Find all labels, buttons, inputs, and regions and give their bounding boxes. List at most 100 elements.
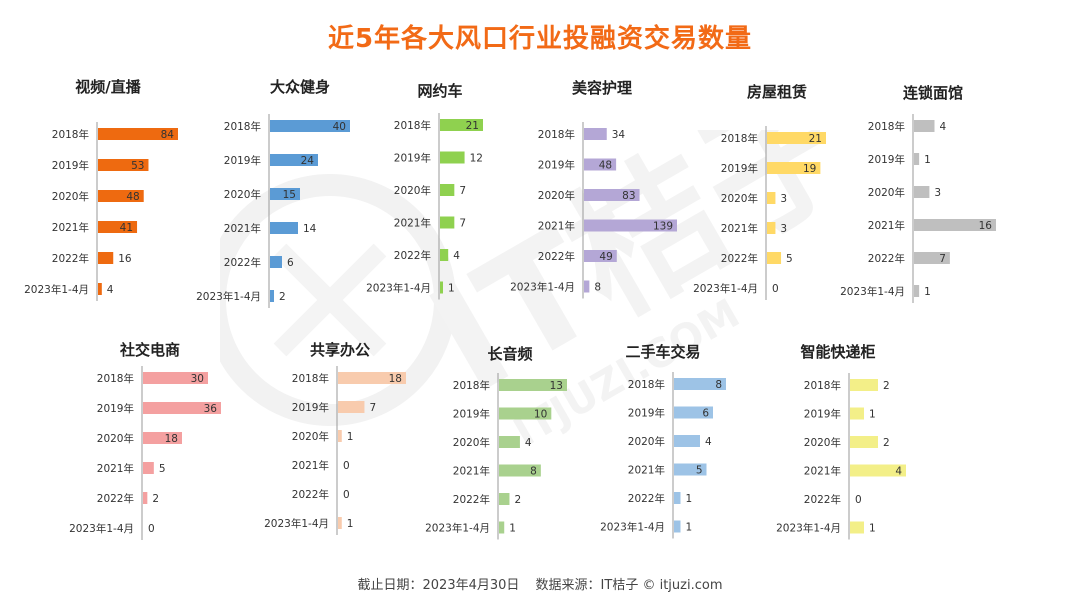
bar — [440, 184, 455, 196]
category-label: 2021年 — [224, 222, 261, 235]
category-label: 2019年 — [224, 154, 261, 167]
category-label: 2018年 — [721, 132, 758, 145]
category-label: 2019年 — [868, 153, 905, 166]
category-label: 2020年 — [721, 192, 758, 205]
category-label: 2023年1-4月 — [776, 522, 841, 535]
data-source: 数据来源：IT桔子 © itjuzi.com — [535, 578, 723, 593]
data-label: 15 — [283, 189, 296, 201]
data-label: 4 — [107, 284, 114, 296]
data-label: 1 — [509, 523, 516, 535]
category-label: 2018年 — [804, 379, 841, 392]
category-label: 2018年 — [52, 128, 89, 141]
data-label: 0 — [148, 523, 155, 535]
category-label: 2018年 — [224, 120, 261, 133]
category-label: 2021年 — [628, 464, 665, 477]
data-label: 4 — [453, 250, 460, 262]
bar — [767, 132, 826, 144]
category-label: 2022年 — [97, 492, 134, 505]
category-label: 2023年1-4月 — [425, 522, 490, 535]
category-label: 2022年 — [394, 249, 431, 262]
category-label: 2019年 — [538, 159, 575, 172]
category-label: 2021年 — [97, 462, 134, 475]
bar — [914, 186, 930, 198]
data-label: 21 — [466, 120, 479, 132]
chart-title: 美容护理 — [572, 79, 632, 97]
bar — [499, 379, 567, 391]
category-label: 2023年1-4月 — [264, 517, 329, 530]
bar — [850, 379, 878, 391]
data-label: 0 — [343, 460, 350, 472]
category-label: 2021年 — [52, 221, 89, 234]
bar — [338, 430, 342, 442]
category-label: 2021年 — [394, 217, 431, 230]
category-label: 2018年 — [292, 372, 329, 385]
bar — [143, 372, 208, 384]
data-label: 3 — [780, 223, 787, 235]
bar — [850, 436, 878, 448]
data-label: 41 — [120, 222, 133, 234]
data-label: 8 — [715, 379, 722, 391]
category-label: 2019年 — [804, 408, 841, 421]
bar — [338, 517, 342, 529]
category-label: 2022年 — [224, 256, 261, 269]
data-label: 1 — [924, 154, 931, 166]
chart-title: 共享办公 — [310, 341, 370, 359]
bar — [440, 281, 443, 294]
data-label: 8 — [594, 282, 601, 294]
bar — [499, 521, 505, 534]
data-label: 24 — [301, 155, 315, 167]
data-label: 2 — [152, 493, 159, 505]
data-label: 6 — [287, 257, 294, 269]
bar — [850, 407, 864, 420]
bar — [338, 401, 365, 413]
bar — [440, 151, 465, 164]
bar — [270, 222, 298, 234]
category-label: 2019年 — [292, 401, 329, 414]
category-label: 2020年 — [868, 186, 905, 199]
category-label: 2019年 — [394, 152, 431, 165]
cutoff-date: 截止日期：2023年4月30日 — [357, 578, 520, 593]
data-label: 1 — [347, 431, 354, 443]
data-label: 16 — [979, 220, 993, 232]
chart-title: 社交电商 — [119, 341, 180, 359]
data-label: 49 — [599, 251, 612, 263]
category-label: 2021年 — [804, 465, 841, 478]
data-label: 2 — [514, 494, 521, 506]
bar — [98, 221, 138, 233]
data-label: 19 — [803, 163, 816, 175]
bar — [767, 162, 821, 174]
category-label: 2022年 — [52, 252, 89, 265]
bar — [914, 252, 950, 264]
data-label: 5 — [159, 463, 166, 475]
category-label: 2020年 — [453, 436, 490, 449]
category-label: 2022年 — [628, 492, 665, 505]
data-label: 2 — [883, 437, 890, 449]
bar — [98, 283, 102, 295]
data-label: 7 — [939, 253, 946, 265]
bar — [914, 153, 920, 165]
category-label: 2020年 — [292, 430, 329, 443]
data-label: 1 — [347, 518, 354, 530]
bar — [674, 378, 726, 390]
category-label: 2018年 — [868, 120, 905, 133]
bar — [338, 372, 406, 384]
bar — [440, 119, 483, 131]
data-label: 1 — [924, 286, 931, 298]
data-label: 48 — [126, 191, 139, 203]
data-label: 4 — [525, 437, 532, 449]
chart-title: 房屋租赁 — [747, 83, 807, 101]
bar — [914, 219, 996, 231]
bar — [850, 521, 864, 534]
data-label: 13 — [550, 380, 563, 392]
category-label: 2023年1-4月 — [69, 522, 134, 535]
bar — [584, 219, 677, 232]
bar — [584, 128, 607, 140]
bar — [850, 464, 906, 477]
bar — [584, 158, 617, 171]
category-label: 2020年 — [224, 188, 261, 201]
category-label: 2019年 — [453, 408, 490, 421]
category-label: 2018年 — [453, 379, 490, 392]
bar — [270, 154, 318, 166]
data-label: 5 — [786, 253, 793, 265]
